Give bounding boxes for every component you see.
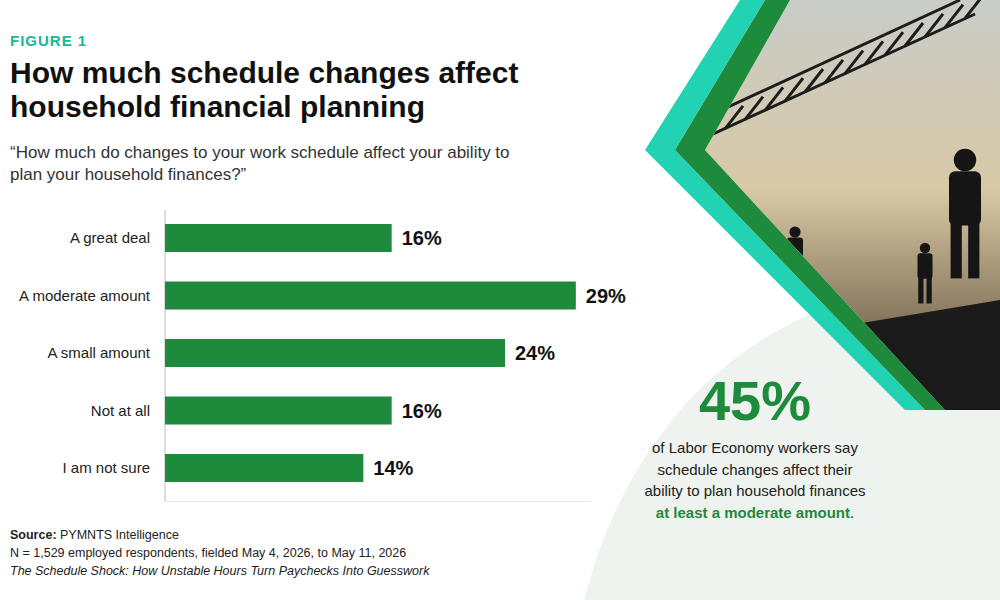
data-label: 16% (402, 227, 442, 249)
category-label: Not at all (91, 402, 150, 419)
callout-text: of Labor Economy workers say schedule ch… (640, 437, 870, 524)
note: N = 1,529 employed respondents, fielded … (10, 546, 406, 560)
truss-strut (905, 23, 923, 46)
callout-value: 45% (640, 372, 870, 431)
worker-silhouette (949, 149, 981, 279)
truss-strut (785, 78, 803, 101)
bar (165, 282, 576, 310)
background-curve (570, 290, 1000, 600)
callout-body: of Labor Economy workers say schedule ch… (645, 439, 866, 500)
category-label: A moderate amount (19, 287, 151, 304)
bar (165, 397, 392, 425)
chevron-green (675, 0, 945, 410)
labels: A great deal 16% A moderate amount 29% A sma… (19, 227, 626, 479)
axis-range-line (165, 501, 590, 502)
source-line: Source: PYMNTS Intelligence (10, 526, 429, 544)
worker-silhouette (918, 243, 933, 304)
callout: 45% of Labor Economy workers say schedule… (640, 372, 870, 524)
data-label: 16% (402, 400, 442, 422)
category-label: I am not sure (62, 459, 150, 476)
note-line: N = 1,529 employed respondents, fielded … (10, 544, 429, 562)
callout-suffix: . (850, 504, 854, 521)
truss-strut (965, 0, 983, 18)
bar (165, 339, 505, 367)
data-label: 14% (373, 457, 413, 479)
truss-strut (745, 97, 763, 120)
source-label: Source: (10, 528, 57, 542)
bar (165, 454, 363, 482)
category-label: A great deal (70, 229, 150, 246)
truss-strut (925, 14, 943, 37)
truss-strut (765, 87, 783, 110)
bar (165, 224, 392, 252)
truss-strut (805, 69, 823, 92)
truss-strut (825, 60, 843, 83)
callout-highlight: at least a moderate amount (656, 504, 850, 521)
category-label: A small amount (47, 344, 150, 361)
data-label: 24% (515, 342, 555, 364)
truss-strut (865, 41, 883, 64)
title: How much schedule changes affect househo… (10, 56, 550, 123)
source-block: Source: PYMNTS Intelligence N = 1,529 emp… (10, 526, 429, 580)
figure-label: FIGURE 1 (10, 32, 87, 49)
bars (165, 224, 576, 482)
truss-strut (845, 51, 863, 74)
report: The Schedule Shock: How Unstable Hours T… (10, 564, 429, 578)
truss-strut (945, 5, 963, 28)
source: PYMNTS Intelligence (60, 528, 179, 542)
data-label: 29% (586, 285, 626, 307)
report-line: The Schedule Shock: How Unstable Hours T… (10, 562, 429, 580)
truss-strut (885, 32, 903, 55)
subtitle: “How much do changes to your work schedu… (10, 142, 510, 186)
